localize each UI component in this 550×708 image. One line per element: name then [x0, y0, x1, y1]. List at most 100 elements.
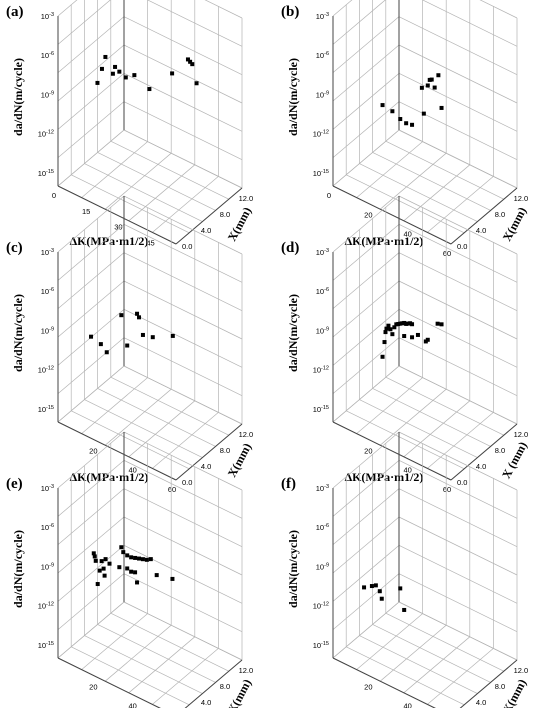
y-tick-label: 10-3	[316, 484, 329, 493]
y-tick-label: 10-6	[41, 287, 54, 296]
y-tick-label: 10-12	[313, 130, 329, 139]
y-tick-label: 10-9	[41, 562, 54, 571]
z-tick-label: 8.0	[220, 446, 230, 455]
data-point	[425, 83, 430, 88]
data-point	[133, 570, 138, 575]
y-tick-label: 10-3	[316, 12, 329, 21]
data-point	[107, 561, 112, 566]
y-axis-label: da/dN(m/cycle)	[11, 58, 25, 136]
data-point	[429, 77, 434, 82]
z-tick-label: 8.0	[495, 446, 505, 455]
data-point	[154, 573, 159, 578]
data-point	[132, 73, 137, 78]
data-point	[125, 566, 130, 571]
y-tick-label: 10-6	[41, 523, 54, 532]
scatter3d-plot: 10-15 10-12 10-9 10-6 10-3 0 15 30 45 0.0 4.0 8.0 12…	[11, 0, 254, 251]
data-point	[410, 122, 415, 127]
data-point	[117, 565, 122, 570]
y-tick-label: 10-12	[38, 366, 54, 375]
data-point	[125, 553, 130, 558]
z-tick-label: 12.0	[239, 194, 254, 203]
z-tick-label: 12.0	[514, 194, 529, 203]
y-axis-label: da/dN(m/cycle)	[286, 294, 300, 372]
z-tick-label: 4.0	[201, 462, 211, 471]
x-tick-label: 20	[89, 446, 97, 455]
data-point	[398, 117, 403, 122]
data-point	[110, 71, 115, 76]
x-tick-label: 60	[443, 249, 451, 258]
data-point	[92, 554, 97, 559]
data-point	[91, 551, 96, 556]
y-tick-label: 10-9	[41, 90, 54, 99]
x-tick-label: 0	[327, 191, 331, 200]
data-point	[419, 85, 424, 90]
data-point	[101, 566, 106, 571]
data-point	[170, 576, 175, 581]
data-point	[425, 337, 430, 342]
data-point	[137, 556, 142, 561]
data-point	[144, 557, 149, 562]
data-point	[119, 313, 124, 318]
x-tick-label: 40	[403, 702, 411, 708]
data-point	[119, 545, 124, 550]
y-tick-label: 10-12	[38, 602, 54, 611]
y-tick-label: 10-9	[316, 562, 329, 571]
chart-panel: (c) 10-15 10-12 10-9 10-6 10-3 20 40 60 0.0 4.0 8.0…	[0, 195, 275, 494]
z-tick-label: 12.0	[239, 666, 254, 675]
z-tick-label: 0.0	[457, 478, 467, 487]
y-tick-label: 10-6	[41, 51, 54, 60]
x-tick-label: 0	[52, 191, 56, 200]
scatter3d-plot: 10-15 10-12 10-9 10-6 10-3 20 40 60 0.0 4.0 8.0 12.…	[286, 195, 530, 494]
y-tick-label: 10-3	[41, 484, 54, 493]
x-tick-label: 20	[364, 446, 372, 455]
data-point	[129, 555, 134, 560]
data-point	[123, 75, 128, 80]
data-point	[135, 311, 140, 316]
data-point	[398, 586, 403, 591]
y-axis-label: da/dN(m/cycle)	[286, 58, 300, 136]
x-tick-label: 60	[443, 485, 451, 494]
data-point	[392, 325, 397, 330]
x-tick-label: 40	[403, 230, 411, 239]
x-axis-label: ΔK(MPa·m1/2)	[345, 470, 424, 484]
data-point	[380, 354, 385, 359]
data-point	[170, 71, 175, 76]
chart-panel: (a) 10-15 10-12 10-9 10-6 10-3 0 15 30 45 0.0 4.0 8.…	[0, 0, 275, 251]
data-point	[410, 335, 415, 340]
x-tick-label: 20	[89, 682, 97, 691]
data-point	[140, 557, 145, 562]
data-point	[102, 573, 107, 578]
y-tick-label: 10-12	[313, 602, 329, 611]
chart-panel: (e) 10-15 10-12 10-9 10-6 10-3 20 40 60 0.0 4.0 8.0…	[0, 431, 275, 708]
data-point	[103, 557, 108, 562]
panel-label: (c)	[6, 240, 23, 256]
data-point	[439, 105, 444, 110]
data-point	[421, 111, 426, 116]
y-tick-label: 10-9	[316, 90, 329, 99]
panel-label: (d)	[281, 240, 300, 256]
data-point	[386, 323, 391, 328]
y-axis-label: da/dN(m/cycle)	[11, 294, 25, 372]
x-axis-label: ΔK(MPa·m1/2)	[70, 706, 149, 708]
data-point	[410, 322, 415, 327]
data-point	[194, 81, 199, 86]
panel-label: (f)	[281, 476, 296, 492]
x-tick-label: 40	[128, 702, 136, 708]
x-tick-label: 20	[364, 682, 372, 691]
data-point	[133, 555, 138, 560]
data-point	[140, 332, 145, 337]
y-tick-label: 10-15	[38, 405, 54, 414]
y-axis-label: da/dN(m/cycle)	[11, 530, 25, 608]
y-tick-label: 10-12	[38, 130, 54, 139]
x-tick-label: 30	[114, 223, 122, 232]
y-tick-label: 10-15	[313, 641, 329, 650]
data-point	[432, 85, 437, 90]
x-tick-label: 45	[146, 238, 154, 247]
x-tick-label: 60	[168, 485, 176, 494]
x-tick-label: 20	[364, 210, 372, 219]
data-point	[93, 558, 98, 563]
x-axis-label: ΔK(MPa·m1/2)	[345, 234, 424, 248]
data-point	[379, 596, 384, 601]
y-tick-label: 10-15	[313, 169, 329, 178]
